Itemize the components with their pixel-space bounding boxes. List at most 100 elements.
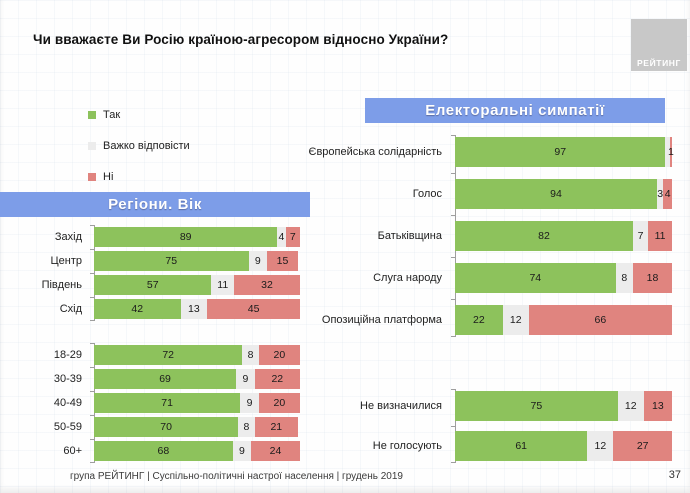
page-title: Чи вважаєте Ви Росію країною-агресором в…: [33, 32, 449, 47]
value-label: 72: [162, 349, 174, 361]
axis-tick: [90, 273, 94, 274]
axis-tick: [90, 297, 94, 298]
value-label: 24: [269, 445, 282, 457]
bar-track: 69 9 22: [94, 369, 300, 389]
chart-row: Не визначилися 75 12 13: [287, 391, 672, 421]
bar-segment-yes: 70: [94, 417, 239, 437]
section-banner-electoral: Електоральні симпатії: [365, 98, 665, 123]
age-chart: 18-29 72 8 20 30-39 69 9 22 40-49 71 9 20 50-59 70 8 21…: [0, 343, 300, 463]
category-label: Схід: [59, 303, 82, 315]
bar-track: 72 8 20: [94, 345, 300, 365]
bar-track: 89 4 7: [94, 227, 300, 247]
legend-swatch-icon: [88, 142, 96, 150]
value-label: 13: [188, 303, 200, 315]
value-label: 8: [621, 272, 628, 284]
bar-track: 74 8 18: [455, 263, 672, 293]
bar-segment-yes: 68: [94, 441, 233, 461]
bar-segment-dk: 13: [180, 299, 208, 319]
bar-segment-yes: 75: [455, 391, 618, 421]
chart-row: 40-49 71 9 20: [0, 393, 300, 413]
bar-track: 97 1: [455, 137, 674, 167]
value-label: 21: [270, 421, 283, 433]
value-label: 11: [217, 279, 229, 291]
value-label: 68: [157, 445, 170, 457]
value-label: 42: [131, 303, 144, 315]
value-label: 75: [530, 400, 543, 412]
value-label: 7: [637, 230, 644, 242]
bar-track: 57 11 32: [94, 275, 300, 295]
value-label: 22: [271, 373, 284, 385]
axis-tick: [451, 257, 455, 258]
bar-segment-dk: 12: [587, 431, 614, 461]
value-label: 97: [554, 146, 567, 158]
category-label: Європейська солідарність: [308, 146, 442, 158]
category-label: Опозиційна платформа: [321, 314, 442, 326]
bar-segment-yes: 94: [455, 179, 657, 209]
bar-track: 70 8 21: [94, 417, 300, 437]
value-label: 32: [261, 279, 273, 291]
value-label: 71: [161, 397, 173, 409]
bar-segment-no: 15: [267, 251, 298, 271]
category-label: 60+: [63, 445, 82, 457]
footer-source: група РЕЙТИНГ | Суспільно-політичні наст…: [70, 471, 403, 482]
bar-segment-dk: 9: [232, 441, 252, 461]
value-label: 9: [242, 373, 249, 385]
bar-segment-yes: 82: [455, 221, 633, 251]
category-label: Захід: [54, 231, 82, 243]
axis-tick: [90, 367, 94, 368]
value-label: 4: [278, 231, 285, 243]
category-label: Не визначилися: [360, 400, 442, 412]
bar-segment-no: 22: [254, 369, 300, 389]
bar-segment-dk: 9: [248, 251, 268, 271]
value-label: 89: [179, 231, 192, 243]
value-label: 8: [243, 421, 250, 433]
legend-item-yes: Так: [88, 106, 190, 124]
bar-segment-no: 18: [632, 263, 672, 293]
chart-row: Опозиційна платформа 22 12 66: [287, 305, 672, 335]
chart-row: 50-59 70 8 21: [0, 417, 300, 437]
value-label: 94: [550, 188, 562, 200]
value-label: 20: [273, 397, 286, 409]
value-label: 74: [529, 272, 542, 284]
category-label: Слуга народу: [373, 272, 442, 284]
axis-tick: [90, 343, 94, 344]
page-number: 37: [668, 469, 681, 481]
bar-track: 61 12 27: [455, 431, 672, 461]
value-label: 20: [273, 349, 286, 361]
bar-track: 42 13 45: [94, 299, 300, 319]
bar-track: 68 9 24: [94, 441, 300, 461]
axis-tick: [90, 415, 94, 416]
axis-tick: [451, 389, 455, 390]
section-banner-label: Електоральні симпатії: [425, 102, 605, 119]
chart-row: Слуга народу 74 8 18: [287, 263, 672, 293]
bar-segment-no: 20: [258, 393, 300, 413]
logo-text: РЕЙТИНГ: [637, 58, 681, 68]
bar-segment-no: 13: [643, 391, 672, 421]
category-label: 40-49: [53, 397, 82, 409]
axis-tick: [90, 249, 94, 250]
bar-segment-dk: 8: [615, 263, 633, 293]
chart-row: Не голосують 61 12 27: [287, 431, 672, 461]
bar-segment-no: 32: [234, 275, 300, 295]
legend: Так Важко відповісти Ні: [88, 106, 190, 199]
chart-row: Схід 42 13 45: [0, 299, 300, 319]
parties-chart: Європейська солідарність 97 1 Голос 94 3 4 Бать…: [287, 135, 674, 337]
legend-label: Важко відповісти: [103, 140, 190, 152]
value-label: 11: [654, 230, 666, 242]
category-axis: [451, 389, 456, 463]
section-banner-regions-age: Регіони. Вік: [0, 192, 310, 217]
value-label: 69: [159, 373, 171, 385]
bar-segment-yes: 75: [94, 251, 249, 271]
value-label: 70: [160, 421, 172, 433]
bar-segment-no: 45: [207, 299, 300, 319]
value-label: 45: [247, 303, 260, 315]
value-label: 12: [594, 440, 607, 452]
bar-track: 82 7 11: [455, 221, 672, 251]
value-label: 4: [664, 188, 671, 200]
legend-label: Ні: [103, 171, 114, 183]
axis-tick: [451, 462, 455, 463]
rating-group-logo: РЕЙТИНГ: [631, 19, 687, 71]
axis-tick: [451, 299, 455, 300]
value-label: 66: [594, 314, 607, 326]
axis-tick: [90, 462, 94, 463]
